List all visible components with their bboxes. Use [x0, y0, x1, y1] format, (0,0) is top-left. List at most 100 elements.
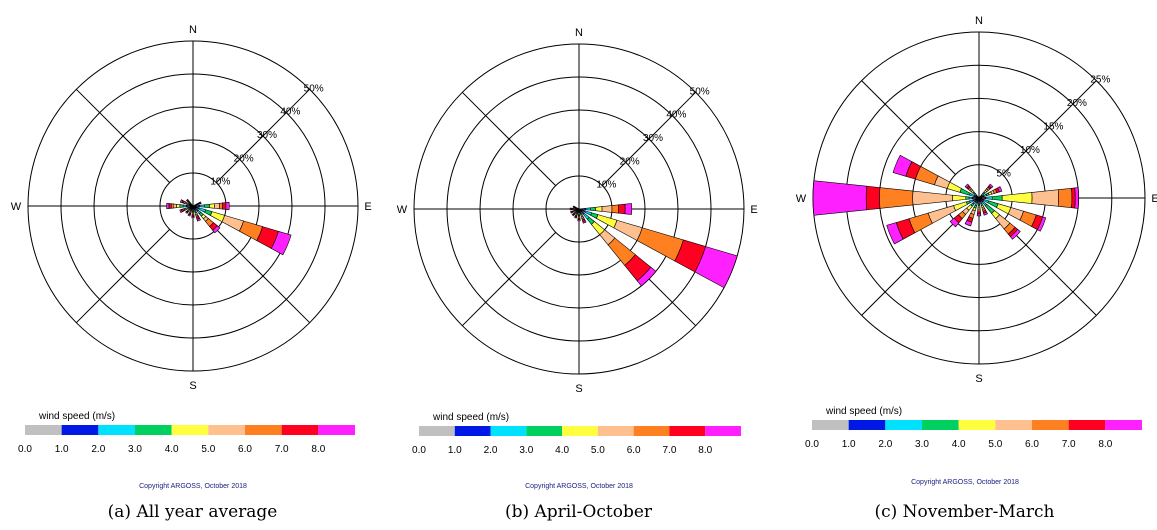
wind-sector-segment [186, 204, 191, 208]
radial-tick-label: 50% [304, 83, 324, 94]
legend-color-box [812, 420, 849, 430]
wind-rose-chart-b: N E S W 10% 20% 30% 40% 50% wind speed (m/s) 0.0 1.… [397, 27, 758, 490]
legend-color-box [705, 426, 741, 436]
radial-tick-label: 10% [1020, 145, 1040, 156]
wind-sector-segment [976, 213, 982, 217]
legend-tick-label: 3.0 [915, 439, 929, 450]
wind-sector-segment [585, 207, 591, 211]
wind-sector-segment [611, 204, 619, 214]
radial-tick-label: 20% [234, 153, 254, 164]
legend-color-box [135, 425, 172, 435]
wind-sector-segment [1036, 216, 1047, 232]
wind-sector-segment [601, 205, 613, 213]
grid-spoke [861, 221, 956, 316]
legend-color-box [171, 425, 209, 435]
radial-tick-label: 5% [996, 169, 1011, 180]
grid-spoke [215, 228, 311, 324]
legend-tick-label: 5.0 [591, 445, 605, 456]
wind-sector-segment [187, 213, 191, 217]
wind-sector-segment [176, 203, 181, 209]
legend-color-box [669, 426, 706, 436]
legend-tick-label: 6.0 [1025, 439, 1039, 450]
panel-caption: (a) All year average [107, 502, 278, 522]
legend-title: wind speed (m/s) [825, 406, 902, 417]
legend-color-box [245, 425, 282, 435]
legend-color-box [526, 426, 563, 436]
radial-tick-label: 20% [1067, 98, 1087, 109]
wind-sector-segment [172, 203, 177, 209]
wind-sector-segment [1074, 187, 1079, 209]
wind-sector-segment [952, 194, 967, 202]
compass-label: W [796, 193, 807, 205]
radial-tick-label: 25% [1090, 75, 1110, 86]
wind-sector-segment [199, 201, 202, 205]
wind-sector-segment [1031, 189, 1059, 207]
legend-color-box [958, 420, 996, 430]
wind-sector-segment [991, 195, 1003, 201]
compass-label: N [189, 24, 197, 36]
wind-sector-segment [964, 219, 973, 227]
legend-color-box [318, 425, 355, 435]
wind-rose-panel-c: N E S W 5% 10% 15% 20% 25% wind speed (m/s) 0.0 1.0… [772, 0, 1157, 530]
legend-tick-label: 2.0 [484, 445, 498, 456]
legend-color-box [885, 420, 922, 430]
wind-sector-segment [1071, 187, 1076, 209]
compass-label: W [397, 204, 408, 216]
legend-color-box [597, 426, 634, 436]
radial-tick-label: 40% [280, 107, 300, 118]
wind-sector-segment [179, 204, 184, 208]
wind-sector-segment [582, 220, 587, 224]
wind-sector-segment [595, 206, 603, 212]
legend-title: wind speed (m/s) [432, 412, 509, 423]
wind-sector-segment [222, 202, 227, 210]
radial-tick-label: 40% [666, 110, 686, 121]
copyright-text: Copyright ARGOSS, October 2018 [139, 483, 247, 490]
wind-sector-segment [212, 225, 221, 234]
wind-sector-segment [613, 219, 643, 241]
wind-sector-segment [964, 183, 970, 189]
legend-color-box [454, 426, 491, 436]
wind-sector-segment [270, 230, 292, 256]
legend-tick-label: 3.0 [519, 445, 533, 456]
wind-sector-segment [166, 202, 170, 210]
wind-sector-segment [185, 210, 189, 214]
grid-spoke [861, 80, 956, 175]
legend-tick-label: 7.0 [275, 444, 289, 455]
legend-color-box [419, 426, 455, 436]
wind-sector-segment [199, 204, 205, 208]
legend-tick-label: 6.0 [627, 445, 641, 456]
wind-sector-segment [618, 203, 626, 215]
wind-rose-chart-c: N E S W 5% 10% 15% 20% 25% wind speed (m/s) 0.0 1.0… [796, 15, 1157, 486]
wind-sector-segment [574, 216, 577, 219]
legend-tick-label: 2.0 [878, 439, 892, 450]
wind-sector-segment [179, 199, 184, 204]
grid-spoke [75, 88, 171, 184]
legend-tick-label: 6.0 [238, 444, 252, 455]
compass-label: S [189, 380, 196, 392]
wind-sector-segment [577, 219, 581, 222]
legend-tick-label: 1.0 [842, 439, 856, 450]
legend-tick-label: 0.0 [18, 444, 32, 455]
wind-sector-segment [985, 196, 993, 200]
legend-tick-label: 1.0 [448, 445, 462, 456]
wind-sector-segment [570, 210, 573, 214]
compass-label: W [11, 201, 22, 213]
legend-color-box [995, 420, 1032, 430]
wind-sector-segment [983, 211, 988, 216]
radial-tick-label: 10% [596, 180, 616, 191]
wind-sector-segment [694, 246, 738, 289]
wind-sector-segment [624, 203, 633, 215]
legend-tick-label: 8.0 [311, 444, 325, 455]
radial-tick-label: 50% [690, 86, 710, 97]
grid-spoke [215, 88, 311, 184]
wind-sector-segment [572, 205, 575, 208]
compass-label: N [975, 15, 983, 27]
legend-tick-label: 7.0 [1062, 439, 1076, 450]
radial-tick-label: 30% [257, 130, 277, 141]
legend-color-box [633, 426, 670, 436]
legend-color-box [562, 426, 598, 436]
wind-sector-segment [581, 207, 586, 211]
grid-spoke [1002, 221, 1097, 316]
legend-color-box [848, 420, 886, 430]
legend-tick-label: 2.0 [91, 444, 105, 455]
